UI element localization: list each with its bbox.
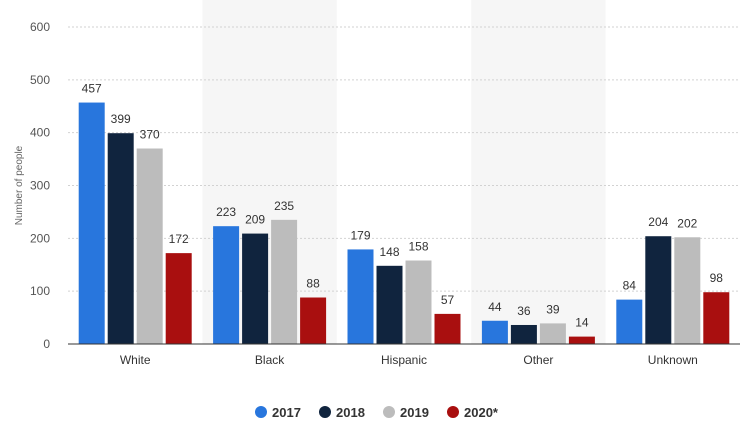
bar-black-2017 [213, 226, 240, 344]
data-label: 98 [710, 271, 724, 285]
grid-lines [68, 26, 740, 292]
data-label: 209 [245, 213, 265, 227]
bar-black-2018 [242, 233, 269, 344]
bar-black-2020 [300, 297, 327, 344]
bar-unknown-2017 [616, 299, 643, 344]
bar-white-2018 [107, 133, 134, 344]
data-label: 14 [575, 316, 589, 330]
bar-unknown-2018 [645, 236, 672, 344]
x-tick-label: Hispanic [381, 353, 427, 367]
data-labels: 457 399 370 172 223 209 235 88 179 148 158 57 44 36 39… [82, 82, 724, 330]
data-label: 179 [350, 228, 370, 242]
bar-hispanic-2017 [347, 249, 374, 344]
bar-other-2019 [539, 323, 566, 344]
bar-hispanic-2018 [376, 265, 403, 344]
y-tick-labels: 0 100 200 300 400 500 600 [30, 20, 50, 351]
data-label: 204 [648, 215, 668, 229]
x-tick-label: Unknown [648, 353, 698, 367]
bar-unknown-2019 [674, 237, 701, 344]
x-tick-label: Black [255, 353, 285, 367]
bar-black-2019 [271, 219, 298, 344]
x-tick-label: White [120, 353, 151, 367]
data-label: 39 [546, 302, 560, 316]
legend-marker[interactable] [319, 406, 331, 418]
data-label: 457 [82, 82, 102, 96]
y-tick-label: 100 [30, 284, 50, 298]
bar-other-2017 [481, 320, 508, 344]
y-tick-label: 500 [30, 73, 50, 87]
legend-label[interactable]: 2017 [272, 405, 301, 420]
bar-unknown-2020 [703, 292, 730, 344]
x-tick-labels: White Black Hispanic Other Unknown [120, 353, 698, 367]
data-label: 399 [111, 112, 131, 126]
x-tick-label: Other [523, 353, 553, 367]
y-tick-label: 200 [30, 231, 50, 245]
data-label: 84 [623, 279, 637, 293]
y-axis-label: Number of people [14, 145, 25, 225]
y-tick-label: 600 [30, 20, 50, 34]
data-label: 44 [488, 300, 502, 314]
legend: 2017 2018 2019 2020* [255, 405, 499, 420]
bar-other-2018 [510, 324, 537, 344]
data-label: 235 [274, 199, 294, 213]
data-label: 158 [408, 240, 428, 254]
legend-marker[interactable] [447, 406, 459, 418]
legend-marker[interactable] [383, 406, 395, 418]
data-label: 223 [216, 205, 236, 219]
bar-hispanic-2020 [434, 313, 461, 344]
legend-label[interactable]: 2018 [336, 405, 365, 420]
data-label: 57 [441, 293, 455, 307]
data-label: 88 [306, 277, 320, 291]
legend-label[interactable]: 2020* [464, 405, 499, 420]
legend-marker[interactable] [255, 406, 267, 418]
y-tick-label: 400 [30, 126, 50, 140]
legend-label[interactable]: 2019 [400, 405, 429, 420]
data-label: 370 [140, 128, 160, 142]
bar-white-2020 [165, 253, 192, 344]
data-label: 202 [677, 216, 697, 230]
bar-white-2019 [136, 148, 163, 344]
category-band [471, 0, 606, 344]
bars [78, 102, 730, 344]
bar-white-2017 [78, 102, 105, 344]
bar-other-2020 [568, 336, 595, 344]
data-label: 36 [517, 304, 531, 318]
y-tick-label: 300 [30, 179, 50, 193]
bar-hispanic-2019 [405, 260, 432, 344]
y-tick-label: 0 [43, 337, 50, 351]
data-label: 148 [379, 245, 399, 259]
data-label: 172 [169, 232, 189, 246]
